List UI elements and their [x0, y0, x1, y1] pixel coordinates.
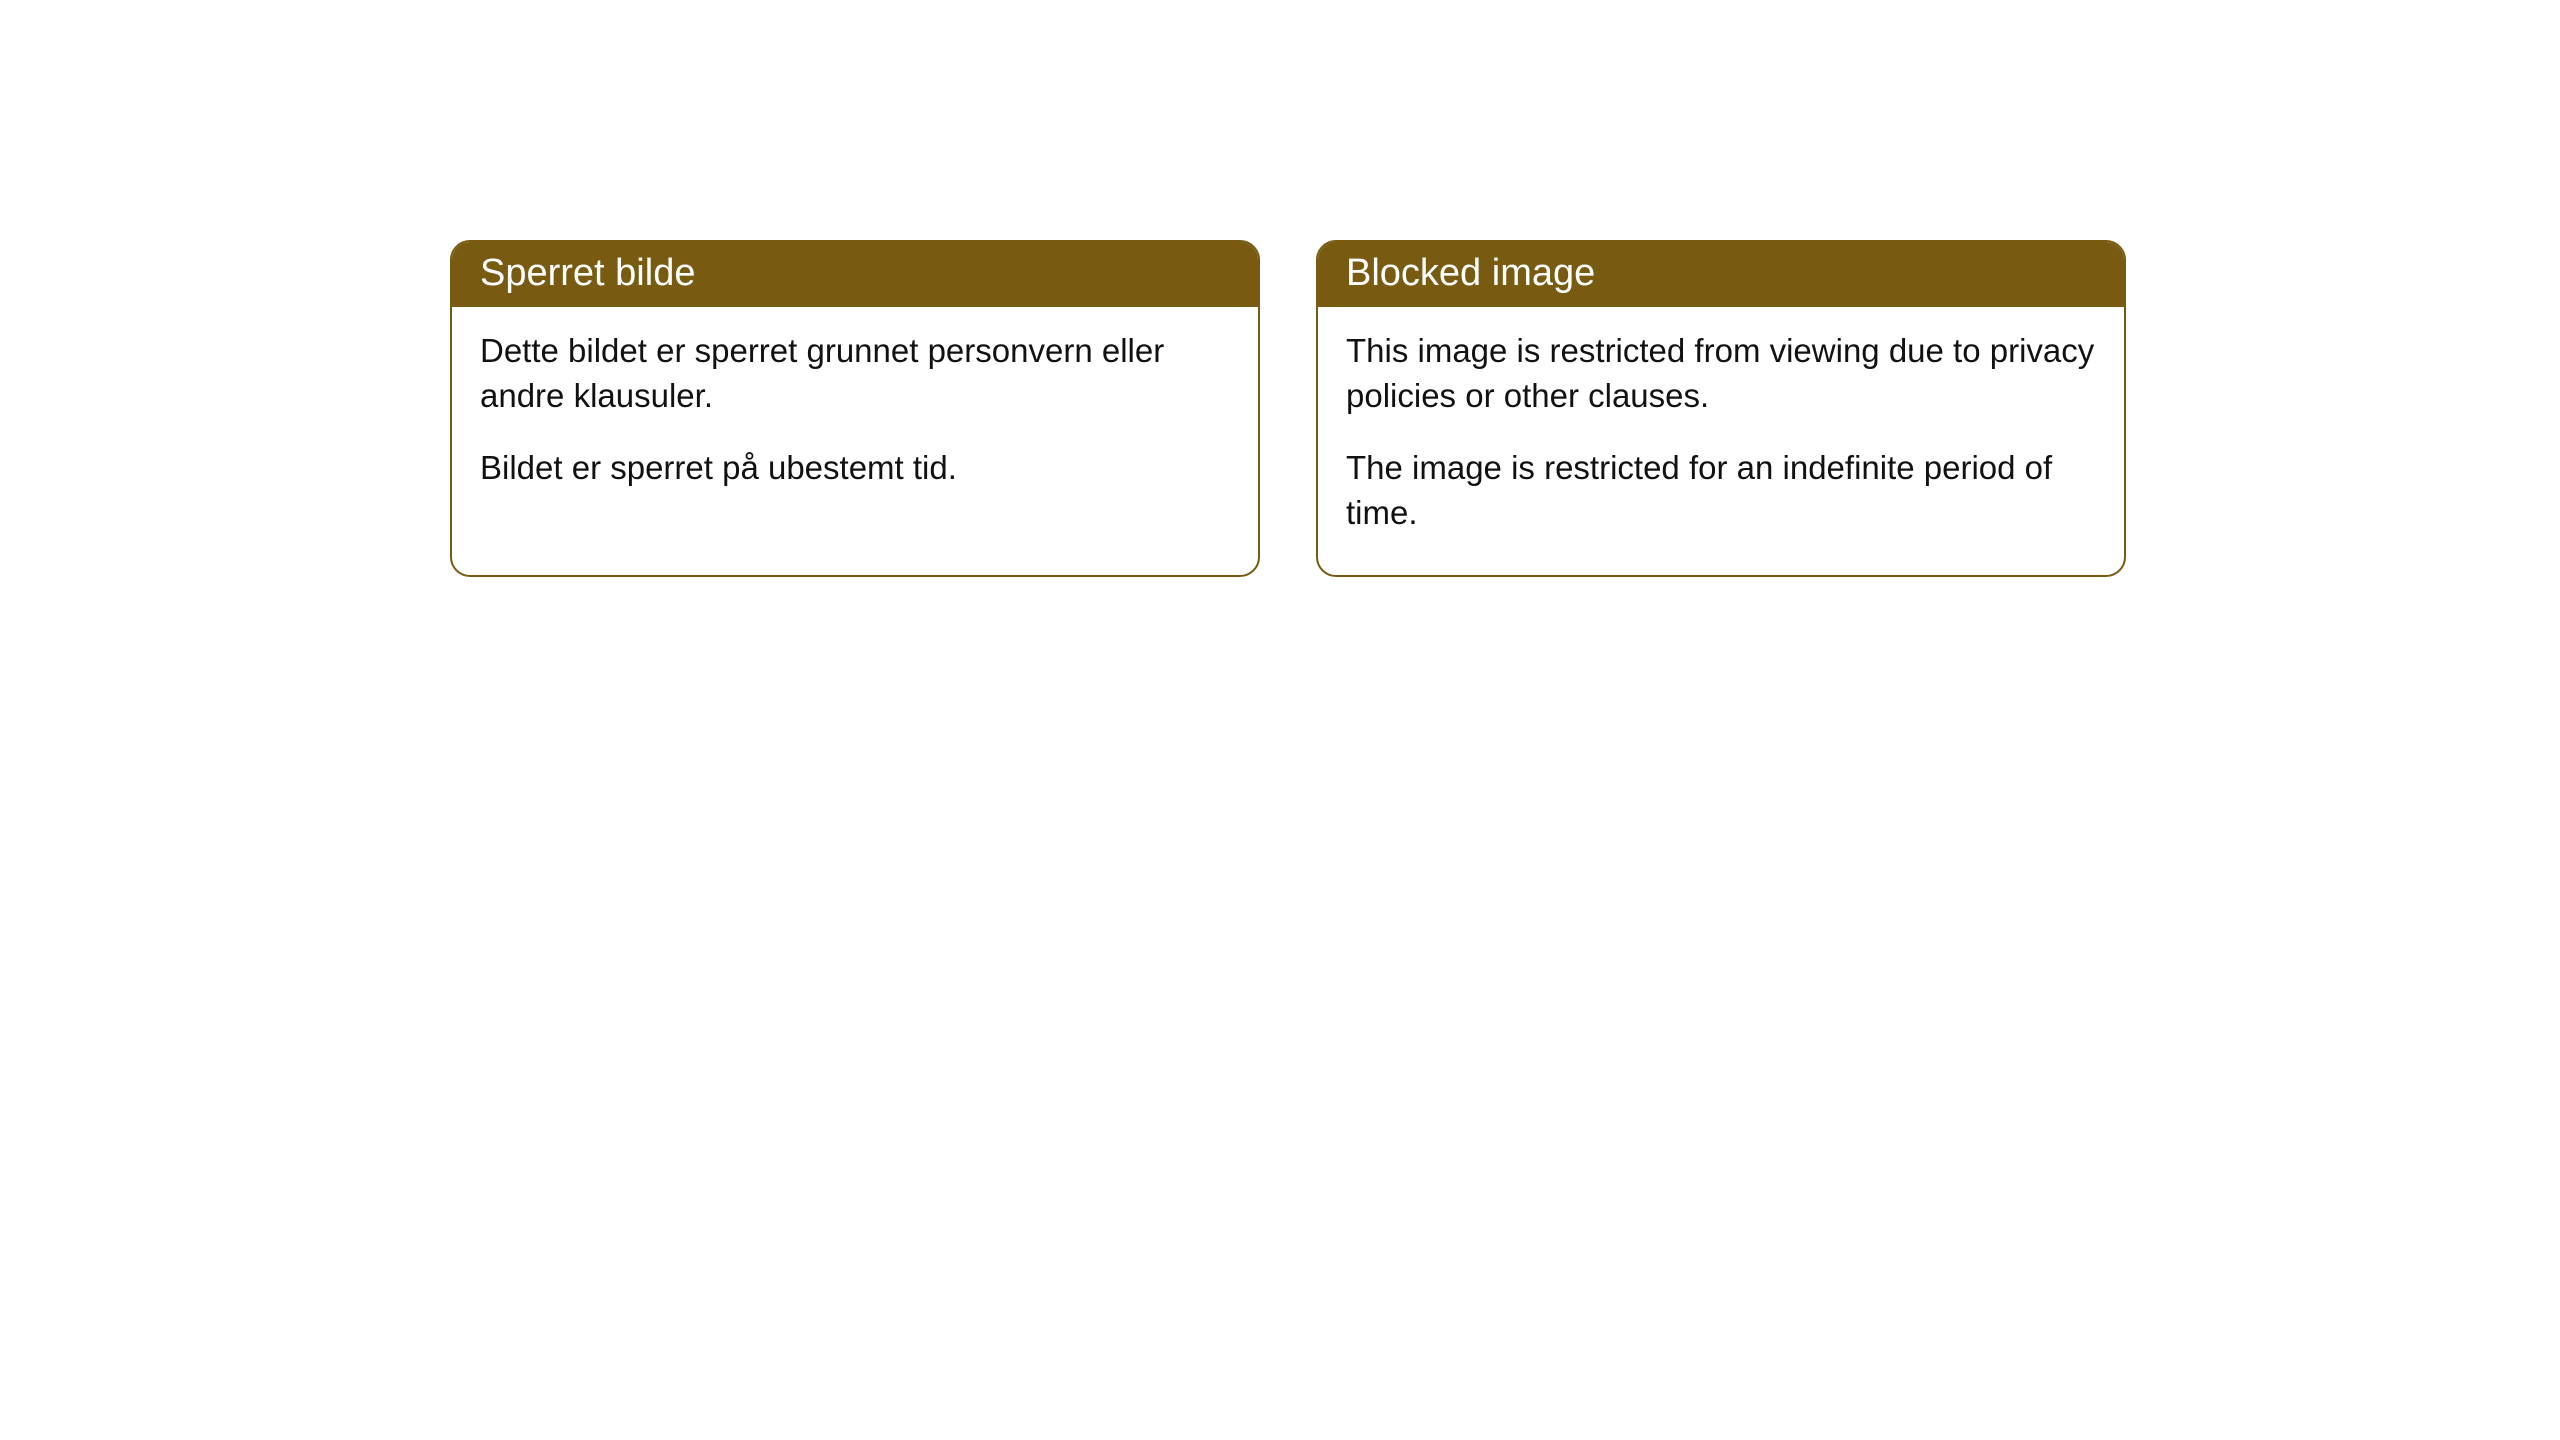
- notice-cards-container: Sperret bilde Dette bildet er sperret gr…: [450, 240, 2126, 577]
- card-paragraph: Bildet er sperret på ubestemt tid.: [480, 446, 1230, 491]
- card-header: Blocked image: [1318, 242, 2124, 307]
- card-paragraph: The image is restricted for an indefinit…: [1346, 446, 2096, 535]
- card-title: Blocked image: [1346, 252, 1595, 294]
- card-title: Sperret bilde: [480, 252, 695, 294]
- card-header: Sperret bilde: [452, 242, 1258, 307]
- card-paragraph: Dette bildet er sperret grunnet personve…: [480, 329, 1230, 418]
- notice-card-norwegian: Sperret bilde Dette bildet er sperret gr…: [450, 240, 1260, 577]
- notice-card-english: Blocked image This image is restricted f…: [1316, 240, 2126, 577]
- card-body: Dette bildet er sperret grunnet personve…: [452, 307, 1258, 531]
- card-paragraph: This image is restricted from viewing du…: [1346, 329, 2096, 418]
- card-body: This image is restricted from viewing du…: [1318, 307, 2124, 575]
